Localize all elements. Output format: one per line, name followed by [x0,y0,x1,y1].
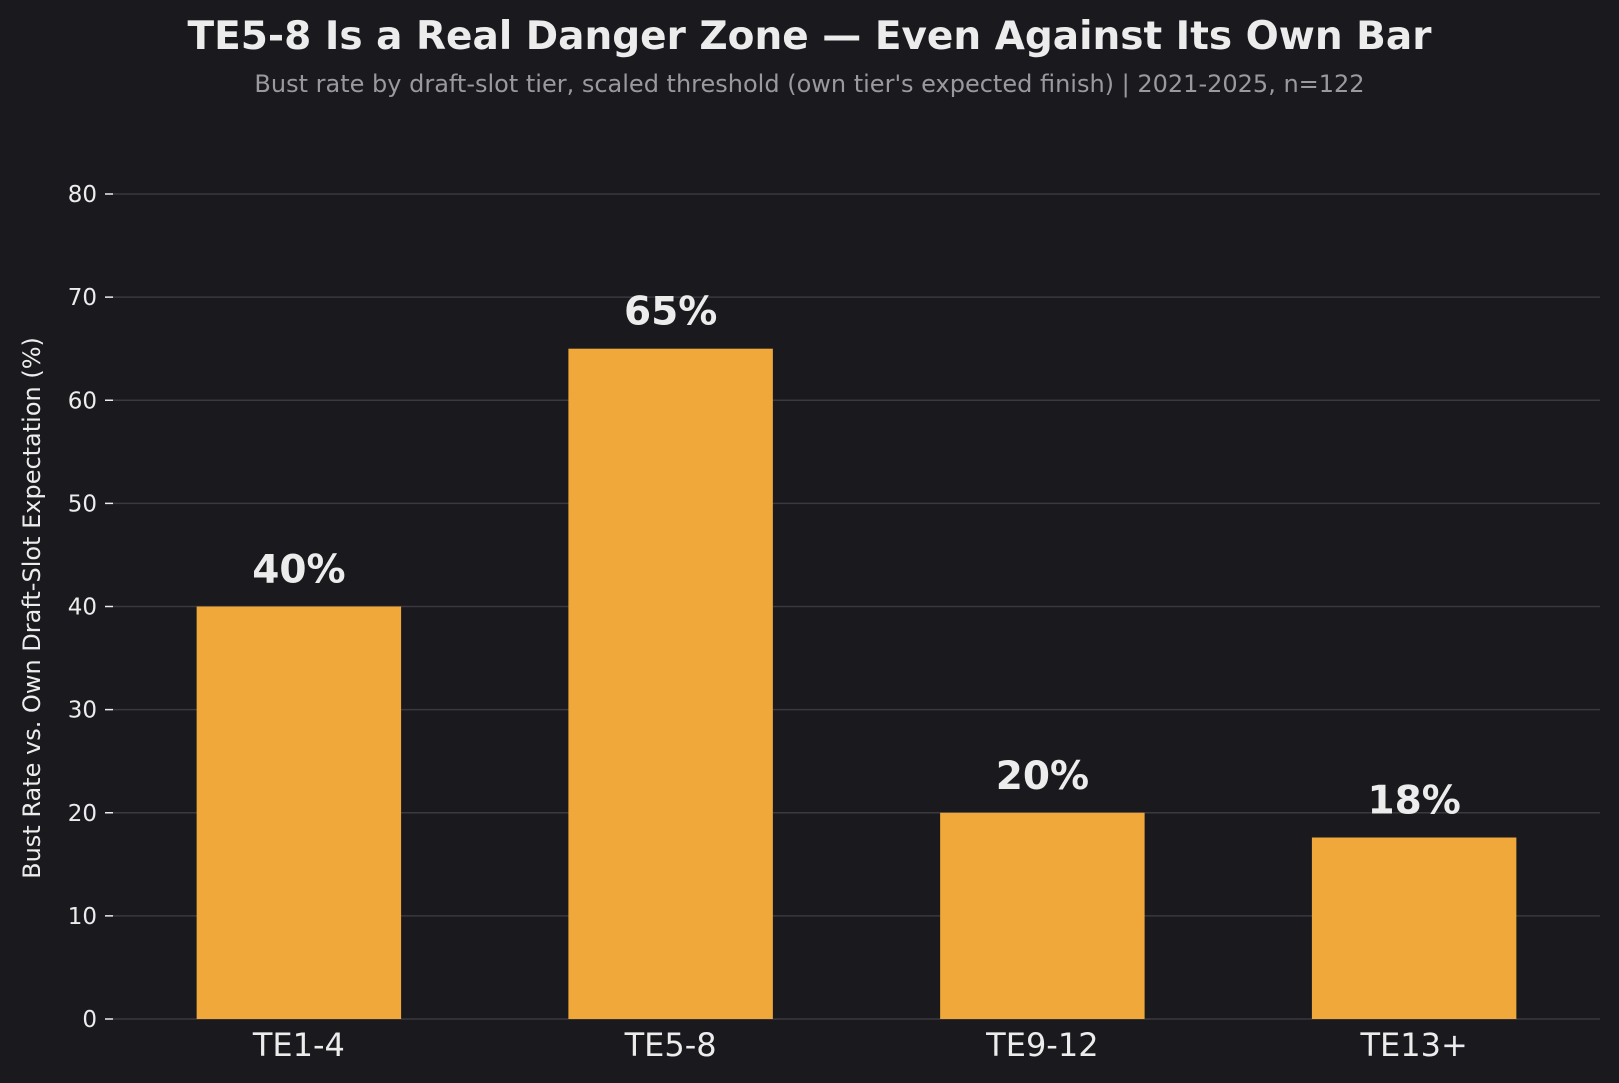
x-tick-label: TE9-12 [985,1026,1098,1064]
y-tick-label: 50 [68,491,97,517]
y-tick-label: 10 [68,904,97,930]
x-tick-label: TE1-4 [252,1026,345,1064]
data-labels: 40% 65% 20% 18% [252,290,1461,824]
bar-data-label: 18% [1367,779,1460,824]
y-tick-label: 30 [68,698,97,724]
bar-te5-8 [568,348,773,1019]
bar-te1-4 [196,606,402,1019]
y-tick-label: 80 [68,182,97,208]
y-tick-label: 60 [68,388,97,414]
y-axis: 0 10 20 30 40 50 60 70 80 [68,182,113,1033]
x-axis: TE1-4 TE5-8 TE9-12 TE13+ [252,1026,1468,1064]
x-tick-label: TE13+ [1359,1026,1467,1064]
chart-title: TE5-8 Is a Real Danger Zone — Even Again… [187,14,1432,59]
y-tick-label: 70 [68,285,97,311]
bar-data-label: 65% [624,290,717,335]
x-tick-label: TE5-8 [624,1026,717,1064]
chart-subtitle: Bust rate by draft-slot tier, scaled thr… [254,70,1365,98]
bar-data-label: 20% [996,754,1089,799]
bar-data-label: 40% [252,548,345,593]
bar-te13 [1311,837,1517,1019]
y-tick-label: 40 [68,595,97,621]
y-tick-label: 20 [68,801,97,827]
bars [196,348,1517,1019]
bar-te9-12 [940,812,1145,1019]
y-axis-label: Bust Rate vs. Own Draft-Slot Expectation… [18,337,46,879]
y-tick-label: 0 [82,1007,97,1033]
